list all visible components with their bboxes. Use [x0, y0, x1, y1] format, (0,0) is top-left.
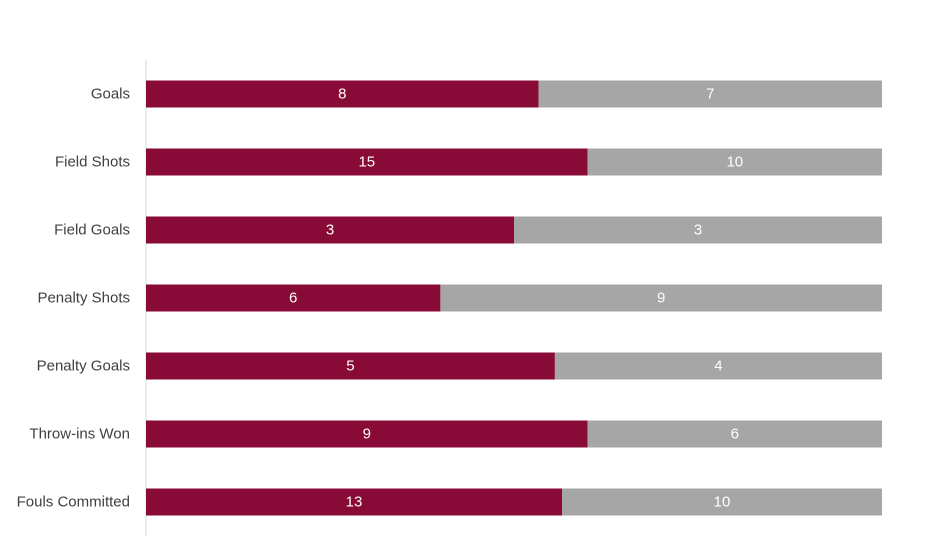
bar-segment	[146, 216, 514, 244]
data-label: 6	[731, 426, 739, 443]
data-label: 9	[363, 426, 371, 443]
bar-segment	[587, 148, 882, 176]
data-label: 15	[358, 154, 375, 171]
category-label: Penalty Goals	[37, 358, 130, 375]
bar-segment	[587, 420, 882, 448]
data-label: 9	[657, 290, 665, 307]
bar-segment	[440, 284, 882, 312]
data-label: 4	[714, 358, 722, 375]
data-label: 5	[346, 358, 354, 375]
bar-segment	[554, 352, 882, 380]
data-label: 3	[694, 222, 702, 239]
data-label: 10	[714, 494, 731, 511]
category-label: Field Goals	[54, 222, 130, 239]
category-label: Fouls Committed	[17, 494, 130, 511]
bar-segment	[146, 352, 555, 380]
category-label: Throw-ins Won	[29, 426, 130, 443]
bar-segment	[146, 80, 539, 108]
bar-segment	[146, 488, 562, 516]
category-label: Penalty Shots	[37, 290, 130, 307]
bars-layer	[146, 80, 882, 516]
data-label: 7	[706, 86, 714, 103]
bar-segment	[562, 488, 882, 516]
data-label: 8	[338, 86, 346, 103]
category-label: Goals	[91, 86, 130, 103]
bar-segment	[514, 216, 882, 244]
data-label: 6	[289, 290, 297, 307]
data-label: 3	[326, 222, 334, 239]
data-label: 10	[726, 154, 743, 171]
category-label: Field Shots	[55, 154, 130, 171]
bar-segment	[538, 80, 882, 108]
bar-segment	[146, 148, 588, 176]
bar-segment	[146, 420, 588, 448]
bar-segment	[146, 284, 441, 312]
labels-layer: Goals 8 7 Field Shots 15 10 Field Goals 3 3 Penal…	[17, 86, 744, 511]
data-label: 13	[346, 494, 363, 511]
